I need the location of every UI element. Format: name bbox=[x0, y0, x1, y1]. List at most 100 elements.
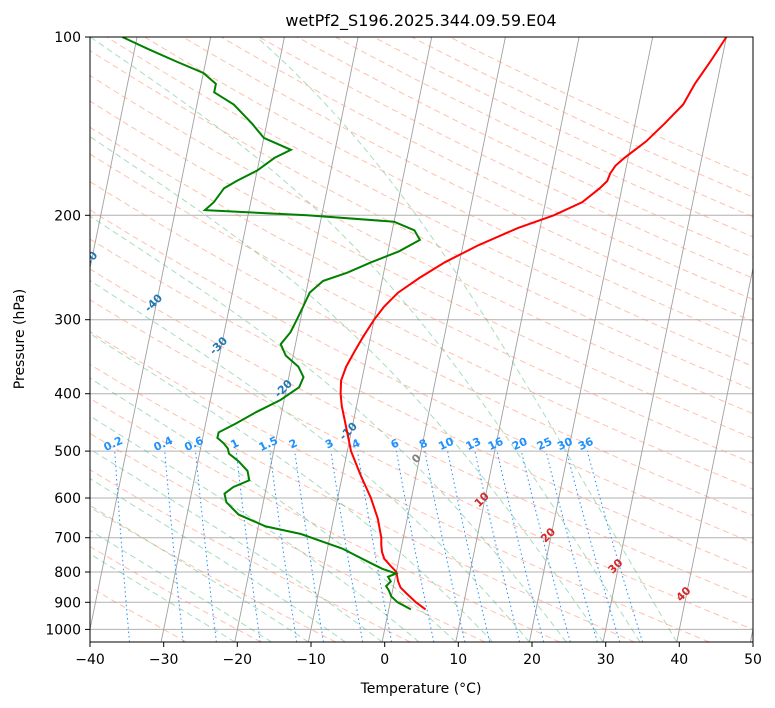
y-axis-title: Pressure (hPa) bbox=[12, 289, 28, 389]
isotherm-line bbox=[749, 626, 753, 642]
dry-adiabat bbox=[90, 299, 753, 630]
dry-adiabat bbox=[182, 37, 753, 322]
dry-adiabat bbox=[90, 75, 753, 415]
isotherm-line bbox=[602, 37, 727, 642]
x-tick-label: 10 bbox=[449, 652, 467, 668]
dry-adiabat bbox=[90, 126, 753, 464]
mixing-ratio-line bbox=[114, 451, 130, 642]
isotherm-label: 0 bbox=[409, 451, 424, 466]
moist-adiabat bbox=[90, 377, 457, 642]
y-tick-label: 100 bbox=[54, 30, 81, 46]
isotherm-line bbox=[234, 37, 359, 642]
mixing-ratio-label: 16 bbox=[486, 435, 506, 453]
isotherm-label: 30 bbox=[606, 556, 626, 576]
dry-adiabat bbox=[90, 397, 560, 642]
chart-title: wetPf2_S196.2025.344.09.59.E04 bbox=[285, 11, 556, 31]
x-tick-label: −40 bbox=[75, 652, 105, 668]
mixing-ratio-line bbox=[330, 451, 364, 642]
isotherm-label: -40 bbox=[142, 291, 165, 314]
moist-adiabat bbox=[90, 415, 420, 642]
y-tick-label: 300 bbox=[54, 313, 81, 329]
isotherm-line bbox=[676, 265, 753, 642]
y-tick-label: 700 bbox=[54, 531, 81, 547]
mixing-ratio-line bbox=[195, 451, 217, 642]
y-tick-label: 400 bbox=[54, 387, 81, 403]
dry-adiabat bbox=[144, 37, 753, 345]
moist-adiabat bbox=[90, 553, 236, 642]
dry-adiabat bbox=[90, 268, 753, 601]
moist-adiabat bbox=[90, 333, 493, 642]
moist-adiabat bbox=[90, 504, 309, 642]
dry-adiabat bbox=[90, 181, 753, 517]
mixing-ratio-line bbox=[586, 450, 644, 642]
mixing-ratio-line bbox=[496, 450, 545, 642]
y-tick-label: 500 bbox=[54, 444, 81, 460]
dry-adiabat bbox=[90, 506, 336, 642]
isotherm-line bbox=[90, 37, 138, 271]
dry-adiabat bbox=[90, 209, 753, 544]
isotherm-label: 40 bbox=[674, 584, 694, 604]
mixing-ratio-label: 13 bbox=[464, 435, 483, 453]
x-tick-label: 20 bbox=[523, 652, 541, 668]
y-tick-label: 800 bbox=[54, 565, 81, 581]
mixing-ratio-label: 10 bbox=[436, 435, 456, 453]
isotherm-line bbox=[90, 37, 212, 632]
mixing-ratio-line bbox=[447, 451, 491, 642]
mixing-ratio-label: 30 bbox=[555, 435, 575, 453]
background-lines bbox=[0, 37, 753, 642]
mixing-ratio-line bbox=[269, 451, 298, 642]
isotherm-label: -60 bbox=[12, 206, 35, 229]
dry-adiabat bbox=[373, 37, 753, 218]
dry-adiabat bbox=[90, 469, 411, 642]
moist-adiabat bbox=[90, 37, 641, 642]
x-tick-label: −10 bbox=[296, 652, 326, 668]
dry-adiabat bbox=[90, 363, 635, 642]
dewpoint-profile bbox=[121, 37, 422, 611]
moist-adiabat bbox=[90, 529, 272, 642]
moist-adiabat bbox=[90, 279, 530, 642]
moist-adiabat bbox=[256, 37, 678, 642]
x-axis-title: Temperature (°C) bbox=[360, 681, 482, 697]
dry-adiabat bbox=[90, 238, 753, 572]
series-lines bbox=[121, 37, 728, 611]
x-tick-label: 50 bbox=[744, 652, 762, 668]
dry-adiabat bbox=[90, 432, 486, 642]
mixing-ratio-line bbox=[357, 451, 393, 642]
mixing-ratio-label: 3 bbox=[323, 436, 335, 451]
dry-adiabat bbox=[220, 37, 753, 301]
isotherm-label: -50 bbox=[77, 248, 100, 271]
y-tick-label: 600 bbox=[54, 491, 81, 507]
moist-adiabat bbox=[90, 478, 346, 642]
plot-frame bbox=[89, 36, 754, 643]
y-axis: 100 200 300 400 500 600 700 800 900 1000 bbox=[45, 30, 90, 638]
isotherm-label: -30 bbox=[207, 334, 230, 357]
moist-adiabat bbox=[90, 448, 383, 642]
x-tick-label: −30 bbox=[149, 652, 179, 668]
x-axis: −40 −30 −20 −10 0 10 20 30 40 50 bbox=[75, 642, 762, 668]
y-tick-label: 1000 bbox=[45, 622, 81, 638]
mixing-ratio-label: 20 bbox=[510, 435, 530, 453]
mixing-ratio-label: 36 bbox=[576, 435, 596, 453]
mixing-ratio-line bbox=[474, 450, 521, 642]
mixing-ratio-line bbox=[164, 451, 184, 642]
isotherm-line bbox=[455, 37, 580, 642]
moist-adiabat bbox=[90, 215, 567, 642]
mixing-ratio-line bbox=[520, 450, 571, 642]
isotherm-line bbox=[528, 37, 654, 642]
mixing-ratio-label: 25 bbox=[535, 435, 554, 453]
dry-adiabat bbox=[90, 50, 753, 391]
mixing-ratio-label: 4 bbox=[350, 436, 363, 451]
dry-adiabat bbox=[90, 153, 753, 490]
x-tick-label: −20 bbox=[223, 652, 253, 668]
isotherm-line bbox=[0, 37, 63, 642]
mixing-ratio-label: 1 bbox=[229, 436, 241, 451]
isotherm-line bbox=[381, 37, 506, 642]
isotherm-label: 20 bbox=[538, 525, 558, 545]
mixing-ratio-line bbox=[294, 451, 324, 642]
dry-adiabat bbox=[90, 331, 710, 642]
dry-adiabat bbox=[90, 100, 753, 439]
x-tick-label: 40 bbox=[670, 652, 688, 668]
y-tick-label: 200 bbox=[54, 208, 81, 224]
mixing-ratio-label: 8 bbox=[417, 436, 429, 451]
